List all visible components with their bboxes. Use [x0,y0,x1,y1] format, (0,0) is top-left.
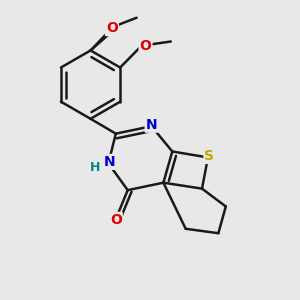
Text: N: N [104,155,116,169]
Text: S: S [204,149,214,163]
Text: H: H [90,161,100,174]
Text: O: O [110,213,122,227]
Text: O: O [106,21,118,35]
Text: N: N [146,118,157,132]
Text: O: O [140,39,152,53]
